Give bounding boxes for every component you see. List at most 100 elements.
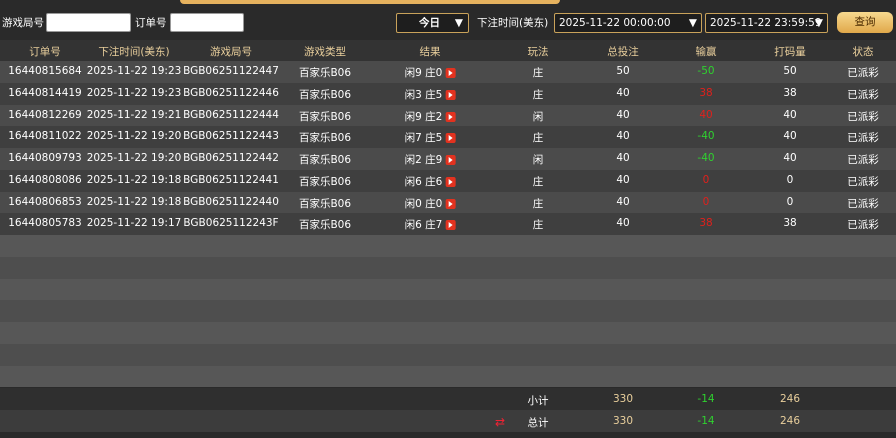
result-text: 闲3 庄5	[404, 88, 443, 101]
table-cell: 16440805783	[8, 217, 82, 230]
table-cell: 38	[699, 86, 713, 99]
table-cell: 庄	[532, 197, 544, 210]
order-no-input[interactable]	[170, 13, 244, 32]
header-cell: 状态	[852, 46, 874, 58]
table-cell: 已派彩	[847, 110, 879, 123]
table-cell: BGB06251122447	[183, 65, 279, 77]
play-icon[interactable]	[445, 133, 456, 144]
subtotal-bet: 330	[612, 393, 634, 405]
table-cell: 2025-11-22 19:21	[86, 108, 182, 121]
table-cell: 40	[616, 130, 630, 143]
refresh-icon[interactable]: ⇄	[495, 415, 506, 429]
play-icon[interactable]	[445, 198, 456, 209]
table-cell: 0	[702, 173, 710, 186]
table-cell: BGB06251122442	[183, 152, 279, 164]
table-cell: 40	[783, 108, 797, 121]
period-select[interactable]: 今日 ▼	[396, 13, 469, 33]
table-cell: 16440809793	[8, 152, 82, 164]
table-cell: -40	[697, 130, 715, 143]
play-icon[interactable]	[445, 176, 456, 187]
table-cell: 已派彩	[847, 175, 879, 188]
table-cell: 百家乐B06	[298, 197, 352, 210]
play-icon[interactable]	[445, 89, 456, 100]
table-cell: 百家乐B06	[298, 175, 352, 188]
table-row	[0, 235, 896, 257]
table-cell: 闲6 庄6	[405, 174, 456, 189]
table-cell: 40	[616, 108, 630, 121]
table-cell: 已派彩	[847, 67, 879, 79]
header-cell: 玩法	[527, 46, 549, 58]
table-cell: 2025-11-22 19:20	[86, 130, 182, 143]
table-cell: 百家乐B06	[298, 154, 352, 166]
start-select[interactable]: 2025-11-22 00:00:00 ▼	[554, 13, 702, 33]
total-bet: 330	[612, 415, 634, 427]
table-cell: 16440806853	[8, 195, 82, 208]
table-cell: 38	[699, 217, 713, 230]
table-cell: 2025-11-22 19:18	[86, 173, 182, 186]
table-cell: 16440814419	[8, 86, 82, 99]
table-cell: 百家乐B06	[298, 132, 352, 145]
game-no-input[interactable]	[46, 13, 131, 32]
result-text: 闲2 庄9	[404, 154, 443, 166]
result-text: 闲9 庄0	[404, 67, 443, 79]
play-icon[interactable]	[445, 68, 456, 78]
table-cell: 闲9 庄2	[405, 109, 456, 124]
subtotal-row	[0, 388, 896, 410]
table-row	[0, 300, 896, 322]
table-cell: 百家乐B06	[298, 219, 352, 232]
table-cell: 闲	[532, 110, 544, 123]
table-row	[0, 278, 896, 301]
end-select[interactable]: 2025-11-22 23:59:59 ▼	[705, 13, 828, 33]
table-cell: 庄	[532, 132, 544, 145]
header-cell: 下注时间(美东)	[98, 46, 170, 58]
header-cell: 游戏局号	[210, 46, 252, 58]
table-cell: 闲0 庄0	[405, 196, 456, 211]
header-cell: 打码量	[774, 46, 806, 58]
top-tab	[180, 0, 560, 4]
table-cell: 50	[783, 65, 797, 77]
header-cell: 订单号	[29, 46, 61, 58]
table-cell: 闲6 庄7	[405, 217, 456, 232]
subtotal-turnover: 246	[779, 393, 801, 405]
table-cell: BGB0625112243F	[183, 217, 279, 230]
table-cell: 百家乐B06	[298, 67, 352, 79]
play-icon[interactable]	[445, 111, 456, 122]
table-cell: 庄	[532, 219, 544, 232]
start-text: 2025-11-22 00:00:00	[559, 17, 671, 29]
table-cell: 闲2 庄9	[405, 152, 456, 167]
play-icon[interactable]	[445, 155, 456, 165]
header-cell: 输赢	[695, 46, 717, 58]
result-text: 闲6 庄6	[404, 175, 443, 188]
table-cell: 16440815684	[8, 65, 82, 77]
table-cell: 40	[616, 195, 630, 208]
table-cell: 2025-11-22 19:17	[86, 217, 182, 230]
table-cell: 庄	[532, 67, 544, 79]
table-cell: -50	[697, 65, 715, 77]
bottom-strip	[0, 432, 896, 438]
result-text: 闲0 庄0	[404, 197, 443, 210]
arrow: ▼	[454, 17, 463, 29]
play-icon[interactable]	[445, 220, 456, 231]
table-cell: 闲9 庄0	[405, 65, 456, 80]
table-cell: 38	[783, 86, 797, 99]
table-cell: BGB06251122441	[183, 173, 279, 186]
order-no-label: 订单号	[135, 17, 167, 29]
table-cell: 40	[616, 173, 630, 186]
arrow: ▼	[814, 17, 823, 29]
table-cell: 16440811022	[8, 130, 82, 143]
table-cell: 闲3 庄5	[405, 87, 456, 102]
time-label: 下注时间(美东)	[477, 17, 549, 29]
table-cell: 40	[616, 152, 630, 164]
header-cell: 游戏类型	[304, 46, 346, 58]
table-cell: 0	[786, 195, 794, 208]
table-cell: 40	[783, 130, 797, 143]
game-no-label: 游戏局号	[2, 17, 44, 29]
search-button[interactable]: 查询	[837, 12, 893, 33]
result-text: 闲7 庄5	[404, 132, 443, 145]
result-text: 闲6 庄7	[404, 219, 443, 232]
table-cell: 已派彩	[847, 219, 879, 232]
table-cell: BGB06251122444	[183, 108, 279, 121]
table-row	[0, 343, 896, 366]
table-cell: 40	[616, 86, 630, 99]
